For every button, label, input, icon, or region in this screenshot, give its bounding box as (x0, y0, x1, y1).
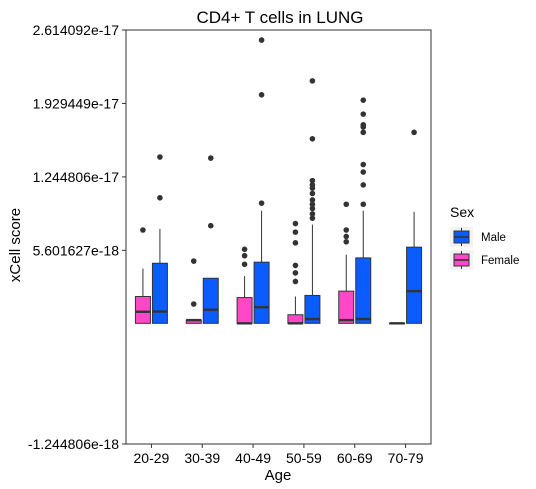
box-male-50-59 (304, 78, 321, 324)
box-male-60-69 (355, 97, 372, 324)
outlier-point (360, 111, 367, 117)
y-axis: -1.244806e-18 5.601627e-18 1.244806e-17 1.9… (28, 22, 126, 452)
outlier-point (309, 182, 316, 188)
outlier-point (292, 220, 299, 227)
box-body (151, 262, 168, 324)
outlier-point (241, 261, 248, 268)
box-female-30-39 (185, 258, 202, 324)
outlier-point (360, 161, 367, 168)
outlier-point (411, 129, 417, 136)
outlier-point (258, 200, 265, 206)
box-body (253, 261, 270, 324)
box-male-30-39 (202, 155, 219, 324)
outlier-point (241, 246, 248, 253)
outlier-point (157, 154, 163, 160)
x-tick-label: 60-69 (337, 450, 373, 466)
x-axis: 20-29 30-39 40-49 50-59 60-69 70-79 (134, 444, 424, 466)
plot-panel (125, 29, 432, 445)
box-body (355, 257, 372, 324)
y-axis-label: xCell score (7, 208, 24, 282)
box-female-20-29 (134, 227, 151, 324)
outlier-point (157, 195, 163, 201)
legend-title: Sex (450, 204, 474, 220)
box-female-40-49 (236, 246, 253, 325)
x-tick-label: 70-79 (388, 450, 424, 466)
outlier-point (292, 240, 299, 246)
legend-item-female: Female (450, 250, 519, 270)
outlier-point (309, 197, 316, 203)
outlier-point (309, 205, 316, 212)
outlier-point (343, 227, 350, 233)
x-tick-label: 50-59 (286, 450, 322, 466)
outlier-point (343, 233, 350, 240)
box-female-50-59 (287, 220, 304, 325)
outlier-point (241, 252, 248, 259)
outlier-point (207, 155, 214, 161)
outlier-point (360, 169, 367, 175)
y-tick-label: 1.929449e-17 (33, 95, 120, 111)
legend-label: Male (481, 232, 506, 244)
outlier-point (140, 227, 146, 233)
x-tick-label: 30-39 (184, 450, 220, 466)
y-tick-label: 2.614092e-17 (33, 22, 120, 38)
outlier-point (292, 229, 299, 235)
x-tick-label: 20-29 (134, 450, 170, 466)
outlier-point (292, 262, 299, 269)
outlier-point (309, 211, 316, 217)
outlier-point (207, 222, 214, 229)
outlier-point (292, 278, 299, 285)
outlier-point (258, 37, 265, 43)
outlier-point (309, 135, 316, 142)
outlier-point (360, 97, 367, 103)
box-groups (134, 37, 423, 325)
box-body (134, 296, 151, 324)
outlier-point (309, 190, 316, 197)
outlier-point (309, 201, 316, 208)
legend: Sex Male Female (450, 204, 519, 270)
box-male-70-79 (406, 129, 423, 324)
box-female-60-69 (338, 201, 355, 324)
outlier-point (258, 92, 265, 98)
outlier-point (309, 177, 316, 184)
outlier-point (343, 238, 350, 245)
outlier-point (292, 270, 299, 276)
outlier-point (360, 122, 367, 128)
box-body (287, 314, 304, 324)
y-tick-label: 1.244806e-17 (33, 169, 120, 185)
outlier-point (360, 129, 367, 136)
box-body (338, 290, 355, 324)
x-axis-label: Age (265, 467, 292, 484)
outlier-point (309, 78, 316, 84)
box-body (304, 294, 321, 324)
box-male-40-49 (253, 37, 270, 324)
outlier-point (360, 182, 367, 188)
box-body (406, 246, 423, 324)
y-tick-label: 5.601627e-18 (33, 242, 120, 258)
legend-label: Female (481, 255, 519, 267)
x-tick-label: 40-49 (235, 450, 271, 466)
chart-title: CD4+ T cells in LUNG (196, 8, 363, 27)
outlier-point (343, 201, 350, 208)
y-tick-label: -1.244806e-18 (28, 436, 119, 452)
box-body (202, 277, 219, 324)
legend-item-male: Male (450, 227, 506, 247)
outlier-point (190, 258, 197, 264)
outlier-point (190, 301, 197, 307)
box-male-20-29 (151, 154, 168, 324)
outlier-point (360, 201, 367, 208)
outlier-point (309, 215, 316, 221)
box-female-70-79 (389, 322, 406, 325)
box-body (236, 297, 253, 324)
